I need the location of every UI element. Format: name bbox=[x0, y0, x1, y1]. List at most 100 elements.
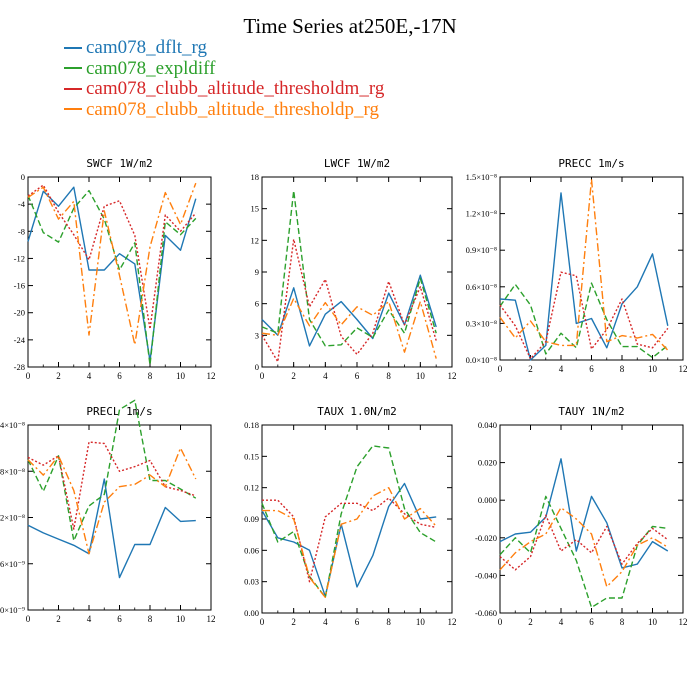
panel-frame bbox=[27, 176, 212, 368]
y-tick-label: 1.2×10⁻⁸ bbox=[466, 209, 497, 219]
y-tick-label: 1.5×10⁻⁸ bbox=[466, 172, 497, 182]
y-tick-label: 0.15 bbox=[244, 451, 259, 461]
series-line-cam078_clubb_altitude_thresholdp_rg bbox=[499, 507, 669, 588]
y-tick-label: -24 bbox=[14, 335, 26, 345]
y-tick-label: 0 bbox=[255, 362, 259, 372]
x-tick-label: 4 bbox=[323, 371, 328, 381]
y-tick-label: 0.03 bbox=[244, 577, 259, 587]
legend-item-dflt: cam078_dflt_rg bbox=[64, 37, 384, 59]
x-tick-label: 12 bbox=[207, 614, 216, 624]
x-tick-label: 2 bbox=[528, 364, 533, 374]
x-tick-label: 8 bbox=[620, 617, 625, 627]
x-tick-label: 8 bbox=[386, 371, 391, 381]
series-line-cam078_expldiff bbox=[499, 495, 668, 609]
legend-swatch bbox=[64, 108, 82, 111]
y-tick-label: -16 bbox=[14, 281, 25, 291]
x-tick-label: 6 bbox=[355, 617, 360, 627]
series-line-cam078_dflt_rg bbox=[261, 482, 437, 597]
x-tick-label: 12 bbox=[207, 371, 216, 381]
y-tick-label: 0.3×10⁻⁸ bbox=[466, 318, 497, 328]
y-tick-label: 6 bbox=[255, 299, 259, 309]
series-line-cam078_clubb_altitude_thresholdp_rg bbox=[27, 182, 197, 346]
series-line-cam078_clubb_altitude_thresholdm_rg bbox=[27, 184, 197, 330]
y-tick-label: 0.6×10⁻⁸ bbox=[466, 282, 497, 292]
figure-title: Time Series at250E,-17N bbox=[243, 14, 457, 38]
series-line-cam078_expldiff bbox=[27, 189, 197, 366]
y-tick-label: 0.020 bbox=[478, 458, 497, 468]
y-tick-label: -0.020 bbox=[475, 533, 497, 543]
y-tick-label: -4 bbox=[18, 199, 26, 209]
x-tick-label: 4 bbox=[323, 617, 328, 627]
y-tick-label: 1.2×10⁻⁸ bbox=[0, 513, 25, 523]
x-tick-label: 12 bbox=[679, 617, 688, 627]
x-tick-label: 10 bbox=[416, 371, 426, 381]
y-tick-label: -28 bbox=[14, 362, 25, 372]
x-tick-label: 6 bbox=[589, 617, 594, 627]
legend: cam078_dflt_rg cam078_expldiff cam078_cl… bbox=[64, 37, 385, 121]
y-tick-label: 0.06 bbox=[244, 545, 259, 555]
y-tick-label: 0.040 bbox=[478, 420, 497, 430]
y-tick-label: -0.060 bbox=[475, 608, 497, 618]
legend-label: cam078_dflt_rg bbox=[86, 37, 208, 58]
x-tick-label: 12 bbox=[679, 364, 688, 374]
x-tick-label: 4 bbox=[559, 364, 564, 374]
x-tick-label: 0 bbox=[26, 614, 31, 624]
x-tick-label: 8 bbox=[386, 617, 391, 627]
panel-title: TAUY 1N/m2 bbox=[558, 405, 624, 418]
y-tick-label: 0.000 bbox=[478, 495, 497, 505]
series-line-cam078_dflt_rg bbox=[499, 192, 669, 361]
series-line-cam078_dflt_rg bbox=[499, 458, 669, 569]
x-tick-label: 0 bbox=[260, 371, 265, 381]
y-tick-label: 2.4×10⁻⁸ bbox=[0, 420, 25, 430]
x-tick-label: 2 bbox=[56, 614, 61, 624]
x-tick-label: 12 bbox=[448, 617, 457, 627]
x-tick-label: 0 bbox=[26, 371, 31, 381]
series-line-cam078_clubb_altitude_thresholdp_rg bbox=[27, 447, 197, 555]
series-line-cam078_expldiff bbox=[27, 399, 197, 542]
x-tick-label: 0 bbox=[260, 617, 265, 627]
legend-item-expldiff: cam078_expldiff bbox=[64, 58, 384, 80]
x-tick-label: 6 bbox=[589, 364, 594, 374]
y-tick-label: 9 bbox=[255, 267, 259, 277]
x-tick-label: 8 bbox=[620, 364, 625, 374]
x-tick-label: 6 bbox=[117, 614, 122, 624]
x-tick-label: 2 bbox=[528, 617, 533, 627]
x-tick-label: 0 bbox=[498, 364, 503, 374]
series-line-cam078_clubb_altitude_thresholdm_rg bbox=[499, 514, 669, 571]
legend-label: cam078_clubb_altitude_thresholdp_rg bbox=[86, 98, 380, 120]
y-tick-label: -8 bbox=[18, 226, 25, 236]
series-line-cam078_clubb_altitude_thresholdp_rg bbox=[499, 178, 669, 351]
series-line-cam078_dflt_rg bbox=[27, 478, 196, 579]
y-tick-label: 15 bbox=[251, 204, 260, 214]
y-tick-label: 1.8×10⁻⁸ bbox=[0, 466, 25, 476]
series-line-cam078_clubb_altitude_thresholdp_rg bbox=[262, 487, 437, 598]
y-tick-label: 12 bbox=[251, 235, 260, 245]
x-tick-label: 6 bbox=[355, 371, 360, 381]
legend-swatch bbox=[64, 46, 82, 49]
x-tick-label: 6 bbox=[117, 371, 122, 381]
legend-swatch bbox=[64, 67, 82, 70]
panel-title: LWCF 1W/m2 bbox=[324, 157, 390, 170]
panel-title: PRECC 1m/s bbox=[558, 157, 624, 170]
legend-label: cam078_clubb_altitude_thresholdm_rg bbox=[86, 78, 385, 99]
x-tick-label: 2 bbox=[291, 371, 296, 381]
y-tick-label: 0.18 bbox=[244, 420, 259, 430]
y-tick-label: 3 bbox=[255, 330, 259, 340]
x-tick-label: 10 bbox=[648, 364, 658, 374]
panel-frame bbox=[261, 176, 453, 368]
x-tick-label: 10 bbox=[176, 371, 186, 381]
y-tick-label: -0.040 bbox=[475, 570, 497, 580]
y-tick-label: 0.00 bbox=[244, 608, 259, 618]
x-tick-label: 0 bbox=[498, 617, 503, 627]
series-line-cam078_clubb_altitude_thresholdm_rg bbox=[27, 441, 197, 530]
x-tick-label: 4 bbox=[87, 371, 92, 381]
y-tick-label: -12 bbox=[14, 253, 25, 263]
legend-item-thresholdp: cam078_clubb_altitude_thresholdp_rg bbox=[64, 98, 384, 121]
y-tick-label: 0 bbox=[21, 172, 25, 182]
y-tick-label: 0.0×10⁻⁸ bbox=[466, 355, 497, 365]
x-tick-label: 10 bbox=[416, 617, 426, 627]
series-line-cam078_clubb_altitude_thresholdm_rg bbox=[499, 271, 669, 360]
x-tick-label: 2 bbox=[56, 371, 61, 381]
x-tick-label: 10 bbox=[648, 617, 658, 627]
